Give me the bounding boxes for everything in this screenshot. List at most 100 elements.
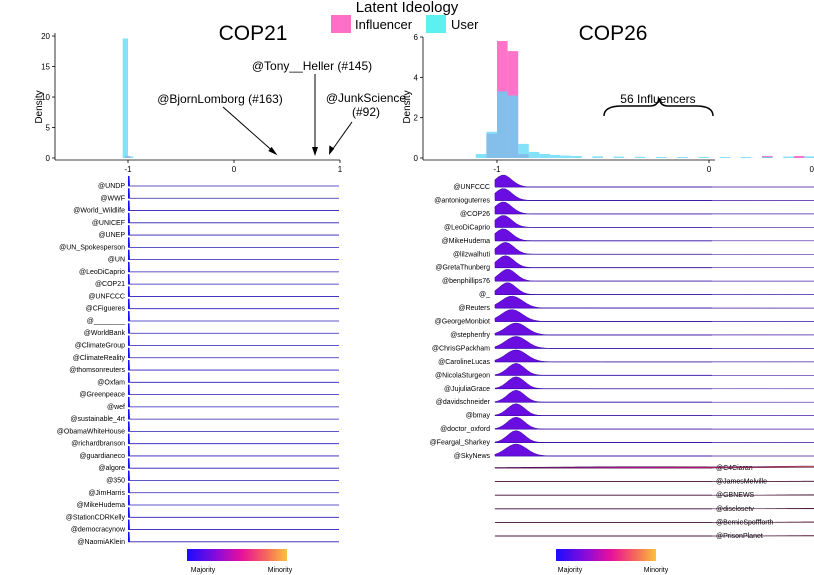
histogram-bar-user	[539, 153, 550, 158]
colorbar-cop26: Majority Minority	[556, 549, 669, 574]
ridge-density	[494, 282, 814, 295]
ridge-density	[494, 215, 814, 228]
ridge-density	[494, 508, 814, 510]
ridge-density	[494, 336, 814, 349]
ridge-density	[128, 372, 130, 383]
ridge-density	[128, 445, 130, 456]
ridge-label: @Feargal_Sharkey	[430, 440, 491, 447]
title-cop26: COP26	[579, 22, 648, 45]
ridge-label: @algore	[98, 465, 125, 472]
histogram-bar-user	[518, 143, 529, 158]
histogram-bar-influencer	[793, 155, 805, 158]
arrowhead-junkscience	[329, 145, 335, 155]
colorbar-cop21: Majority Minority	[187, 549, 293, 574]
ridge-label: @antonioguterres	[434, 197, 490, 204]
y-tick-label: 2	[414, 114, 419, 123]
histogram-bar-user	[475, 153, 487, 158]
ridge-density	[494, 443, 814, 457]
ridge-label: @GeorgeMonbiot	[435, 319, 490, 326]
histogram-bar-user	[656, 156, 667, 158]
annotation-junkscience: @JunkScience	[326, 91, 407, 105]
ridge-label: @UNEP	[98, 232, 125, 239]
x-tick-label: 0.5	[809, 165, 814, 174]
ridge-label: @LeoDiCaprio	[79, 269, 125, 276]
ridge-label: @sustainable_4rt	[70, 416, 125, 423]
y-tick-label: 6	[414, 33, 419, 42]
histogram-bar-user	[560, 155, 572, 158]
ridge-density	[494, 295, 814, 309]
x-tick-label: -1	[493, 165, 501, 174]
ridge-label: @guardianeco	[79, 453, 125, 460]
ridge-label: @CarolineLucas	[438, 359, 490, 366]
ridge-label: @UN	[108, 257, 125, 264]
ridge-density	[494, 201, 814, 215]
legend-title: Latent Ideology	[356, 0, 459, 16]
legend-swatch-influencer	[331, 15, 351, 33]
y-tick-label: 5	[46, 124, 51, 133]
legend-label-influencer: Influencer	[355, 17, 413, 32]
ridge-label: @COP26	[460, 211, 490, 218]
ridge-label: @UNDP	[98, 183, 125, 190]
colorbar-gradient	[556, 549, 656, 561]
histogram-bar-user	[486, 131, 497, 158]
ridge-label: @C4Ciaran	[716, 465, 753, 472]
legend-swatch-user	[426, 15, 446, 33]
ridge-density	[128, 470, 130, 481]
ridge-label: @UNICEF	[92, 220, 125, 227]
x-tick-label: 0	[232, 165, 237, 174]
histogram-bar-user	[634, 156, 646, 158]
ridge-label: @ObamaWhiteHouse	[57, 428, 125, 435]
annotations-cop21: @BjornLomborg (#163) @Tony__Heller (#145…	[157, 59, 406, 156]
ridge-label: @NicolaSturgeon	[435, 372, 490, 379]
colorbar-low-label: Majority	[191, 567, 216, 574]
ridge-density	[128, 249, 130, 260]
ridge-label: @UNFCCC	[88, 293, 125, 300]
ridge-density	[494, 389, 814, 403]
histogram-bar-user	[677, 156, 688, 158]
ylabel-cop21: Density	[34, 90, 45, 123]
arrowhead-bjornlomborg	[268, 146, 278, 156]
ridge-label: @WorldBank	[84, 330, 126, 337]
ridge-density	[128, 396, 130, 407]
ridge-density	[128, 323, 130, 334]
histogram-bar-user	[571, 155, 582, 158]
arrowhead-tony-heller	[312, 147, 318, 156]
ridge-density	[128, 176, 130, 186]
ridge-density	[494, 349, 814, 363]
ridge-label: @World_Wildlife	[73, 208, 125, 215]
histogram-bar-user	[592, 156, 603, 158]
ridge-label: @LeoDiCaprio	[444, 224, 490, 231]
ridge-density	[128, 421, 130, 432]
ridge-label: @JujuliaGrace	[444, 386, 490, 393]
ridge-density	[128, 188, 130, 199]
ridge-label: @Greenpeace	[79, 392, 125, 399]
ridge-label: @WWF	[100, 195, 125, 202]
histogram-bar-user	[122, 38, 128, 158]
ridge-label: @_	[479, 292, 490, 299]
ridge-density	[494, 465, 814, 469]
ridge-label: @Reuters	[458, 305, 490, 312]
histogram-bar-user	[497, 91, 508, 158]
histogram-bar-user	[804, 156, 814, 158]
annotation-tony-heller: @Tony__Heller (#145)	[252, 59, 372, 73]
ridge-density	[494, 403, 814, 416]
ridge-density	[128, 261, 130, 272]
annotation-56-influencers: 56 Influencers	[603, 92, 714, 117]
ridge-label: @Oxfam	[97, 379, 125, 386]
histogram-bar-user	[128, 156, 134, 158]
legend-label-user: User	[451, 17, 479, 32]
ridge-density	[494, 228, 814, 242]
ridge-density	[494, 376, 814, 390]
ridgeplot-cop26: @UNFCCC @antonioguterres @COP26 @LeoDiCapri…	[430, 174, 814, 540]
ridge-label: @democracynow	[71, 527, 126, 534]
ridge-label: @ClimateReality	[73, 355, 126, 362]
ridge-density	[494, 322, 814, 336]
colorbar-high-label: Minority	[644, 567, 669, 574]
ridge-density	[494, 269, 814, 282]
ridge-density	[128, 286, 130, 297]
histogram-bar-user	[507, 95, 519, 158]
ridge-density	[128, 458, 130, 469]
ridge-label: @JimHarris	[88, 490, 125, 497]
ridge-density	[128, 212, 130, 223]
legend: Latent Ideology Influencer User	[331, 0, 479, 33]
